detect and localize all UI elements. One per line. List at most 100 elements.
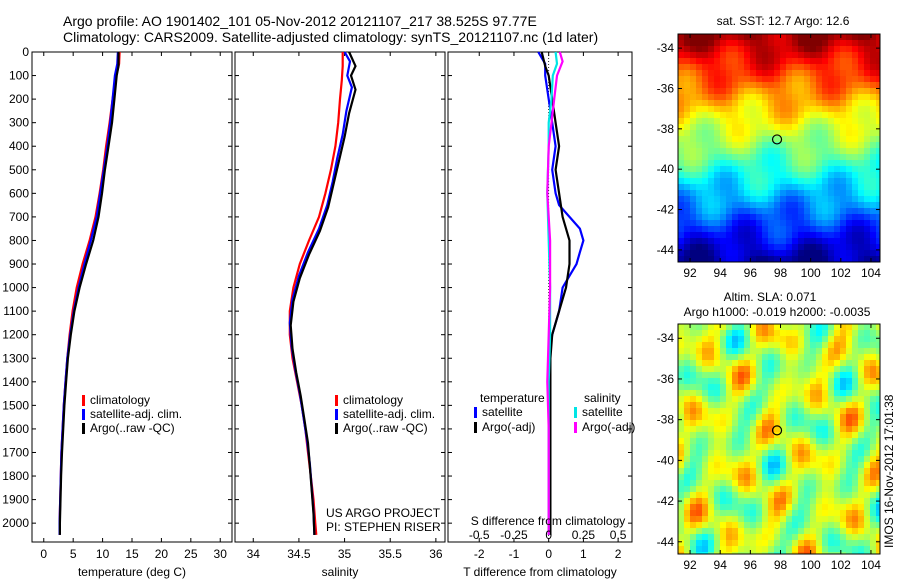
heatmap-cell: [714, 390, 721, 397]
heatmap-cell: [798, 396, 805, 403]
heatmap-cell: [684, 190, 691, 197]
heatmap-cell: [840, 444, 847, 451]
heatmap-cell: [696, 330, 703, 337]
heatmap-cell: [780, 40, 787, 47]
heatmap-cell: [804, 528, 811, 535]
heatmap-cell: [762, 366, 769, 373]
heatmap-cell: [852, 354, 859, 361]
y-tick-label: 1900: [2, 493, 29, 507]
heatmap-cell: [720, 64, 727, 71]
heatmap-cell: [750, 172, 757, 179]
heatmap-cell: [720, 256, 727, 263]
heatmap-cell: [756, 232, 763, 239]
heatmap-cell: [744, 58, 751, 65]
heatmap-cell: [738, 450, 745, 457]
heatmap-cell: [810, 106, 817, 113]
heatmap-cell: [756, 238, 763, 245]
x-tick-label: -1: [509, 547, 520, 561]
heatmap-cell: [822, 64, 829, 71]
heatmap-cell: [834, 396, 841, 403]
heatmap-cell: [678, 184, 685, 191]
heatmap-cell: [690, 256, 697, 263]
heatmap-cell: [702, 100, 709, 107]
y-tick-label: 700: [9, 210, 29, 224]
heatmap-cell: [708, 76, 715, 83]
heatmap-cell: [798, 360, 805, 367]
heatmap-cell: [684, 330, 691, 337]
heatmap-cell: [744, 94, 751, 101]
heatmap-cell: [720, 52, 727, 59]
heatmap-cell: [804, 238, 811, 245]
heatmap-cell: [804, 112, 811, 119]
heatmap-cell: [690, 106, 697, 113]
heatmap-cell: [786, 40, 793, 47]
heatmap-cell: [858, 444, 865, 451]
heatmap-cell: [810, 420, 817, 427]
heatmap-cell: [732, 178, 739, 185]
heatmap-cell: [726, 184, 733, 191]
heatmap-cell: [864, 220, 871, 227]
heatmap-cell: [678, 450, 685, 457]
heatmap-cell: [708, 546, 715, 553]
heatmap-cell: [720, 250, 727, 257]
heatmap-cell: [684, 534, 691, 541]
heatmap-cell: [870, 226, 877, 233]
heatmap-cell: [774, 82, 781, 89]
heatmap-cell: [852, 480, 859, 487]
heatmap-cell: [678, 220, 685, 227]
heatmap-cell: [678, 136, 685, 143]
heatmap-cell: [810, 256, 817, 263]
heatmap-cell: [732, 552, 739, 555]
heatmap-cell: [762, 474, 769, 481]
heatmap-cell: [846, 426, 853, 433]
heatmap-cell: [690, 330, 697, 337]
heatmap-cell: [828, 34, 835, 41]
heatmap-cell: [690, 46, 697, 53]
heatmap-cell: [696, 522, 703, 529]
heatmap-cell: [756, 372, 763, 379]
heatmap-cell: [702, 244, 709, 251]
heatmap-cell: [690, 130, 697, 137]
legend-swatch: [335, 423, 338, 434]
heatmap-cell: [846, 58, 853, 65]
heatmap-cell: [696, 432, 703, 439]
heatmap-cell: [678, 244, 685, 251]
heatmap-cell: [720, 546, 727, 553]
heatmap-cell: [756, 112, 763, 119]
heatmap-cell: [678, 190, 685, 197]
heatmap-cell: [858, 154, 865, 161]
heatmap-cell: [738, 426, 745, 433]
heatmap-cell: [690, 112, 697, 119]
heatmap-cell: [738, 402, 745, 409]
x-tick-label: 20: [155, 547, 169, 561]
heatmap-cell: [852, 336, 859, 343]
heatmap-cell: [864, 76, 871, 83]
heatmap-cell: [750, 106, 757, 113]
heatmap-cell: [726, 154, 733, 161]
heatmap-cell: [858, 390, 865, 397]
heatmap-cell: [726, 414, 733, 421]
heatmap-cell: [840, 226, 847, 233]
heatmap-cell: [690, 426, 697, 433]
heatmap-cell: [768, 172, 775, 179]
heatmap-cell: [858, 130, 865, 137]
heatmap-cell: [744, 486, 751, 493]
heatmap-cell: [750, 366, 757, 373]
heatmap-cell: [732, 40, 739, 47]
heatmap-cell: [696, 480, 703, 487]
heatmap-cell: [774, 522, 781, 529]
legend-swatch: [82, 423, 85, 434]
heatmap-cell: [780, 136, 787, 143]
heatmap-cell: [792, 438, 799, 445]
heatmap-cell: [738, 540, 745, 547]
heatmap-cell: [816, 324, 823, 331]
heatmap-cell: [792, 426, 799, 433]
heatmap-cell: [774, 504, 781, 511]
x-tick-label: 96: [744, 558, 758, 572]
heatmap-cell: [840, 190, 847, 197]
heatmap-cell: [870, 324, 877, 331]
heatmap-cell: [750, 444, 757, 451]
heatmap-cell: [858, 238, 865, 245]
heatmap-cell: [786, 58, 793, 65]
heatmap-cell: [714, 154, 721, 161]
